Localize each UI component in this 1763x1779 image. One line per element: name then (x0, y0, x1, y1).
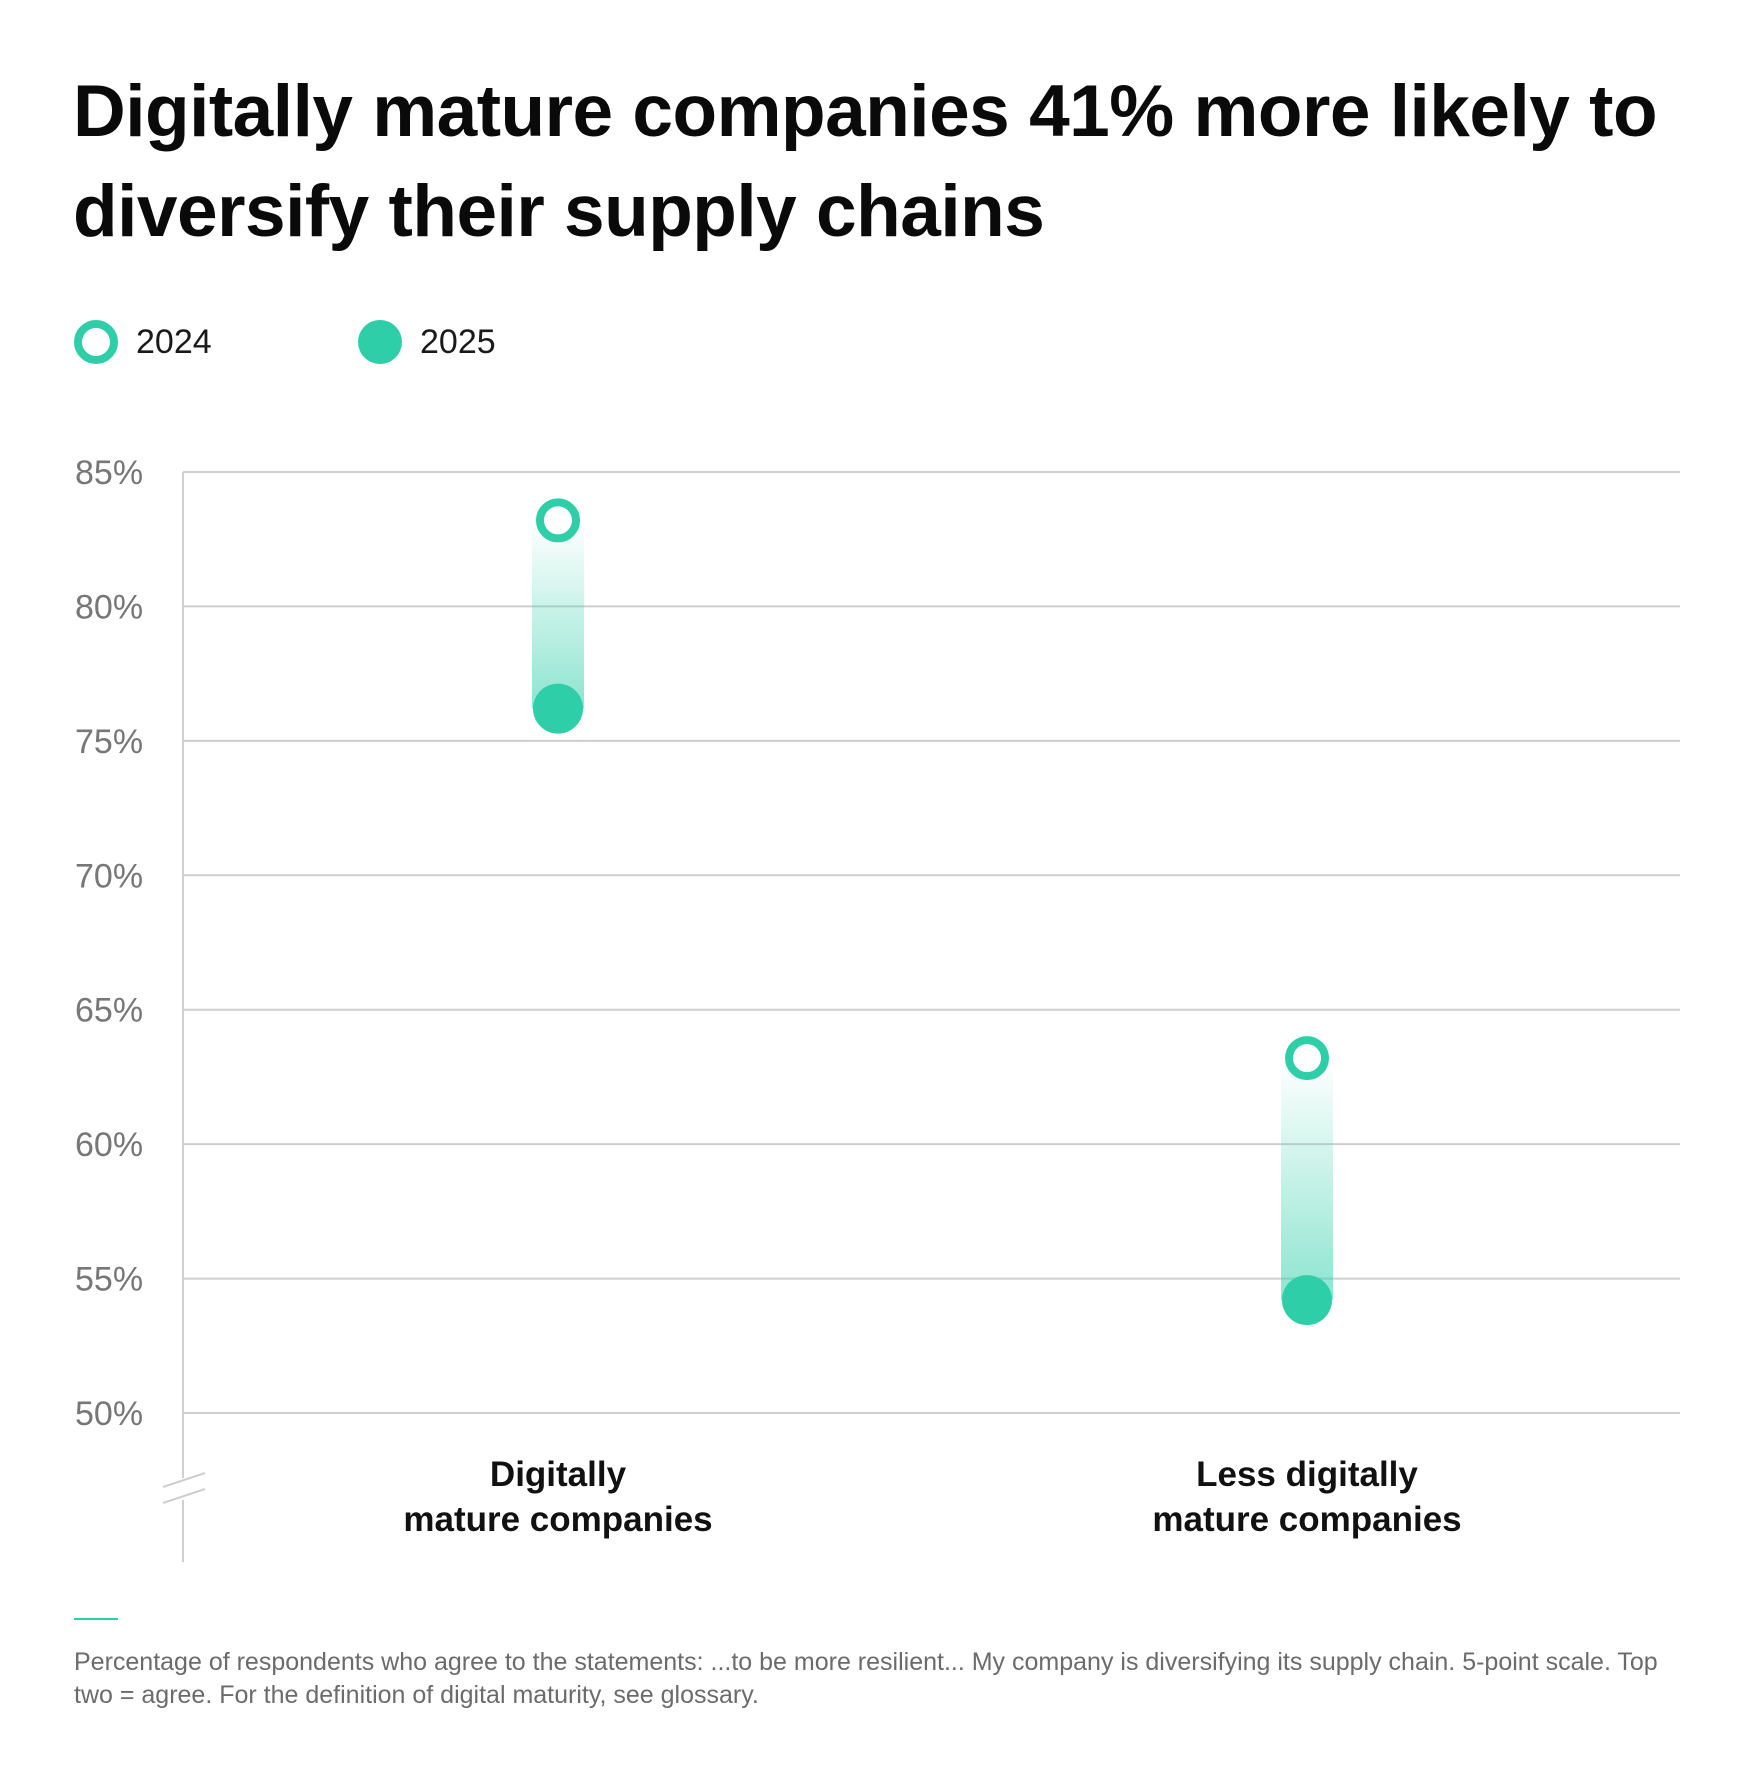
category-label: Digitally (490, 1455, 627, 1494)
footnote: Percentage of respondents who agree to t… (74, 1648, 1658, 1709)
y-tick-label: 65% (75, 992, 143, 1030)
y-tick-label: 70% (75, 857, 143, 895)
footnote-accent-line (74, 1618, 118, 1620)
point-2025 (1282, 1275, 1332, 1326)
dumbbell-chart: 50% 55% 60% 65% 70% 75% 80% 85% Digitally mature… (75, 454, 1680, 1562)
legend-label-2024: 2024 (136, 322, 212, 361)
point-2025 (533, 683, 583, 734)
category-label: mature companies (1152, 1500, 1461, 1539)
y-tick-label: 50% (75, 1395, 143, 1433)
chart-title: Digitally mature companies 41% more like… (73, 71, 1658, 252)
legend-filled-circle-icon (358, 320, 402, 364)
change-bar (532, 520, 584, 709)
axis-break-mark (162, 1472, 206, 1488)
legend-item-2024: 2024 (74, 318, 212, 366)
point-2024 (1285, 1036, 1329, 1081)
axis-break-mark (162, 1488, 206, 1504)
point-2024 (536, 498, 580, 543)
y-tick-label: 60% (75, 1126, 143, 1164)
category-label: mature companies (403, 1500, 712, 1539)
legend-label-2025: 2025 (420, 322, 496, 361)
legend-hollow-circle-icon (74, 320, 118, 364)
y-tick-label: 85% (75, 454, 143, 492)
legend-item-2025: 2025 (358, 318, 496, 366)
change-bar (1281, 1058, 1333, 1301)
y-tick-label: 75% (75, 723, 143, 761)
y-tick-label: 80% (75, 588, 143, 626)
category-label: Less digitally (1196, 1455, 1418, 1494)
y-tick-label: 55% (75, 1261, 143, 1299)
